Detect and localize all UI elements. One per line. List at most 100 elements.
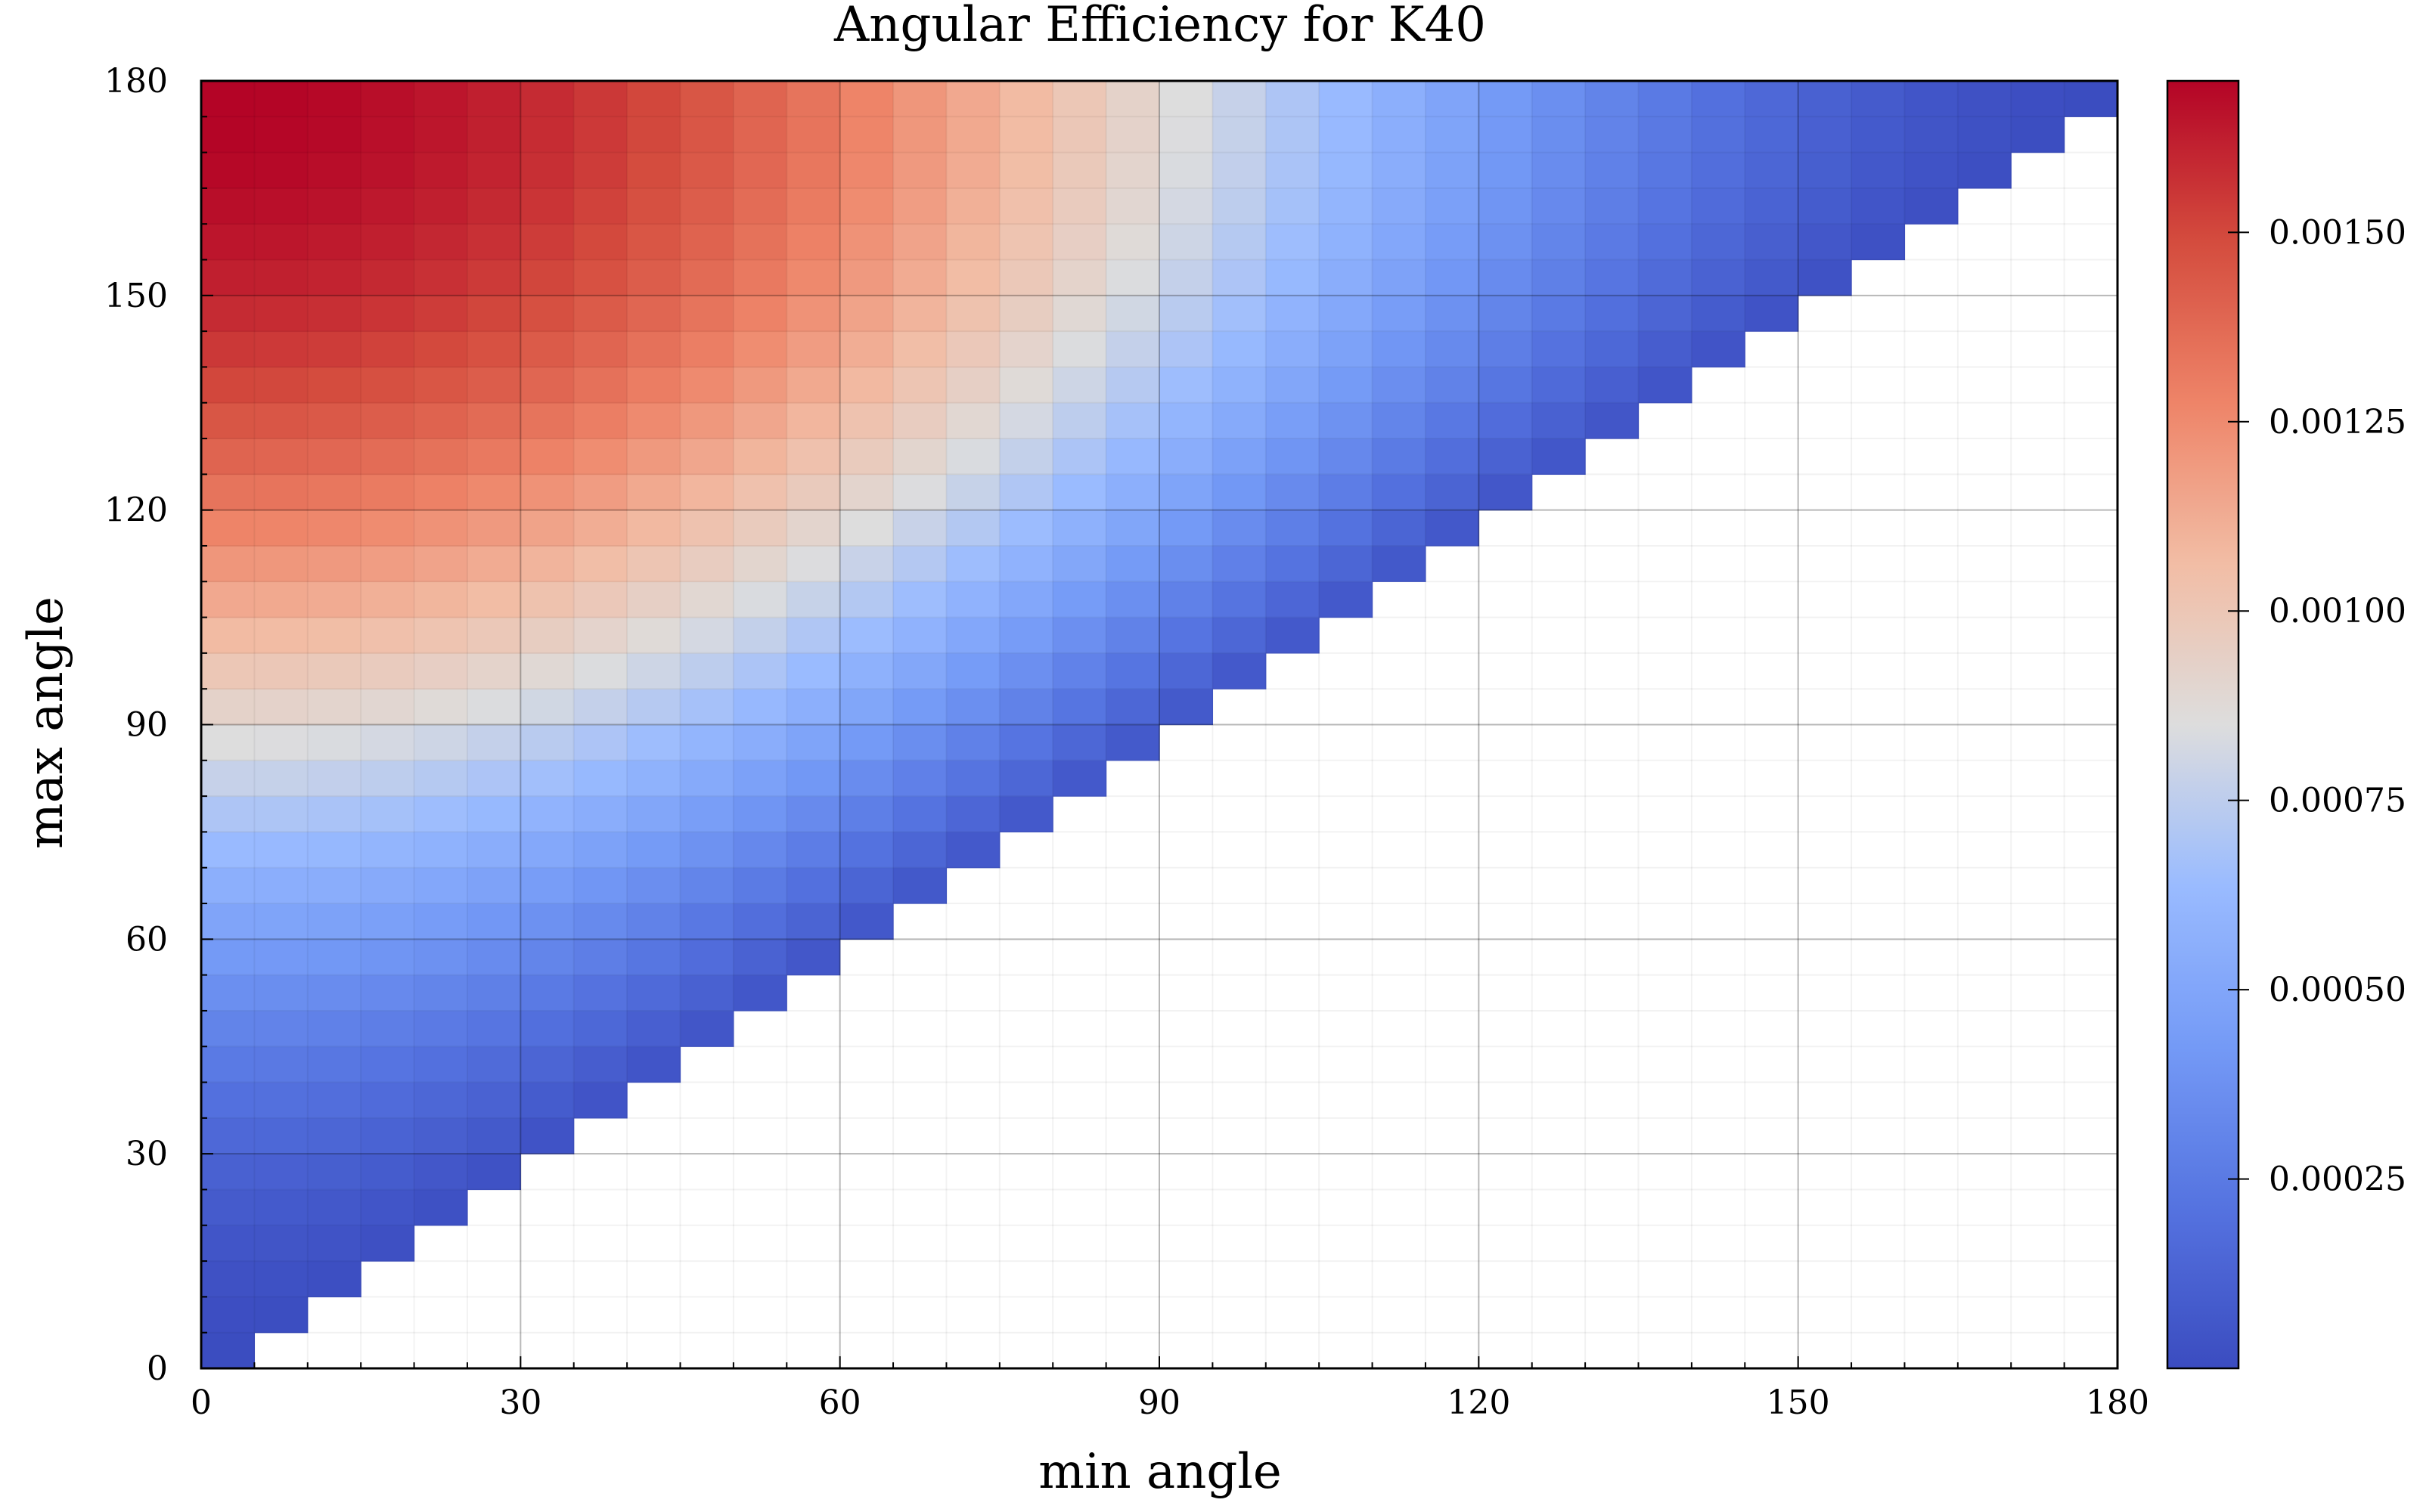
heatmap-cell [786,903,841,940]
heatmap-cell [467,187,521,225]
heatmap-cell [1638,331,1692,368]
heatmap-cell [999,116,1053,153]
heatmap-cell [1106,331,1160,368]
colorbar-frame [2166,79,2240,1370]
colorbar-gradient [2167,81,2238,1368]
heatmap-cell [946,367,1001,404]
heatmap-cell [254,832,309,869]
heatmap-cell [1265,224,1320,261]
heatmap-cell [627,724,681,761]
heatmap-cell [786,224,841,261]
heatmap-cell [733,581,787,618]
heatmap-cell [201,545,255,582]
x-tick-label: 150 [1767,1383,1830,1422]
heatmap-cell [1798,187,1852,225]
heatmap-cell [414,939,468,976]
heatmap-cell [1212,224,1267,261]
heatmap-cell [786,832,841,869]
heatmap-cell [893,510,948,547]
heatmap-cell [733,295,787,332]
heatmap-cell [467,224,521,261]
heatmap-cell [786,474,841,511]
heatmap-cell [1106,545,1160,582]
heatmap-cell [1106,187,1160,225]
heatmap-cell [361,903,415,940]
heatmap-cell [627,259,681,296]
chart-title: Angular Efficiency for K40 [833,0,1486,53]
heatmap-cell [1904,116,1959,153]
heatmap-cell [1798,116,1852,153]
heatmap-cell [573,510,628,547]
heatmap-cell [1265,152,1320,189]
heatmap-cell [573,187,628,225]
y-tick-label: 120 [104,491,168,530]
x-tick-label: 120 [1447,1383,1510,1422]
heatmap-cell [414,402,468,439]
heatmap-cell [1585,331,1640,368]
heatmap-cell [1851,81,1906,117]
heatmap-cell [361,545,415,582]
heatmap-cell [254,1189,309,1226]
heatmap-cell [1372,116,1426,153]
heatmap-cell [786,259,841,296]
heatmap-cell [201,1046,255,1083]
heatmap-cell [467,1082,521,1119]
heatmap-cell [254,689,309,726]
heatmap-cell [467,116,521,153]
heatmap-cell [1265,617,1320,654]
heatmap-cell [307,939,361,976]
heatmap-cell [946,581,1001,618]
heatmap-cell [1425,295,1479,332]
heatmap-cell [680,796,734,833]
heatmap-cell [733,617,787,654]
heatmap-cell [1531,438,1586,475]
heatmap-cell [627,116,681,153]
heatmap-cell [1372,402,1426,439]
heatmap-cell [1798,259,1852,296]
heatmap-cell [1798,224,1852,261]
heatmap-cell [254,1225,309,1262]
y-axis: 0 30 60 90 120 150 180 [104,62,213,1388]
heatmap-cell [1212,187,1267,225]
heatmap-cell [627,832,681,869]
heatmap-cell [520,224,575,261]
heatmap-cell [946,331,1001,368]
heatmap-cell [946,187,1001,225]
heatmap-cell [1425,224,1479,261]
heatmap-cell [733,259,787,296]
heatmap-cell [414,438,468,475]
heatmap-cell [1212,402,1267,439]
heatmap-cell [627,617,681,654]
heatmap-cell [361,939,415,976]
heatmap-cell [1106,617,1160,654]
heatmap-cell [307,796,361,833]
heatmap-cell [1106,474,1160,511]
heatmap-cell [839,295,894,332]
heatmap-cell [680,81,734,117]
heatmap-cell [680,224,734,261]
heatmap-cell [1585,224,1640,261]
heatmap-cell [307,474,361,511]
heatmap-cell [573,832,628,869]
heatmap-cell [1638,224,1692,261]
heatmap-cell [1531,367,1586,404]
heatmap-cell [627,402,681,439]
heatmap-cell [414,796,468,833]
heatmap-cell [1691,224,1745,261]
heatmap-cell [254,402,309,439]
heatmap-cell [520,1082,575,1119]
heatmap-cell [893,581,948,618]
heatmap-cell [680,545,734,582]
heatmap-cell [573,867,628,904]
heatmap-cell [1106,295,1160,332]
heatmap-cell [733,796,787,833]
heatmap-cell [999,152,1053,189]
heatmap-cell [946,259,1001,296]
heatmap-cell [361,617,415,654]
heatmap-cell [1319,81,1373,117]
heatmap-cell [839,81,894,117]
heatmap-cell [839,331,894,368]
heatmap-cell [1053,617,1107,654]
heatmap-cell [414,1189,468,1226]
heatmap-cell [201,1117,255,1154]
